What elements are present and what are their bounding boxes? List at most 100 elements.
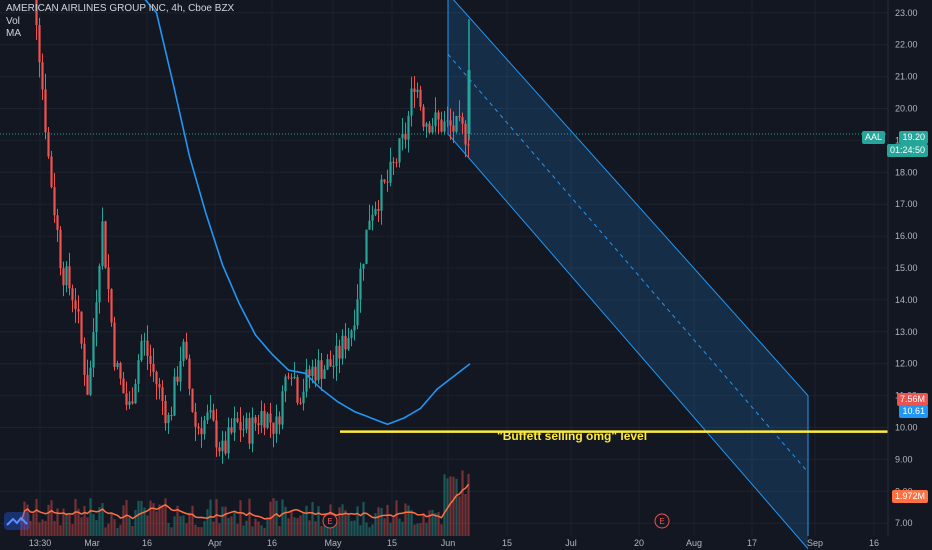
volume-bar bbox=[398, 518, 401, 536]
candle-body bbox=[233, 418, 236, 433]
volume-bar bbox=[374, 513, 377, 536]
candle-body bbox=[62, 268, 65, 286]
volume-bar bbox=[101, 503, 104, 536]
candle-body bbox=[425, 123, 428, 127]
volume-bar bbox=[218, 523, 221, 536]
volume-bar bbox=[185, 523, 188, 536]
time-tick-label: Aug bbox=[686, 538, 702, 548]
candle-body bbox=[371, 214, 374, 221]
volume-bar bbox=[227, 517, 230, 536]
volume-bar bbox=[335, 521, 338, 536]
candle-body bbox=[335, 345, 338, 367]
volume-ma-tag: 1.972M bbox=[891, 490, 928, 503]
candle-body bbox=[299, 402, 302, 404]
volume-bar bbox=[290, 512, 293, 536]
candle-body bbox=[242, 429, 245, 431]
volume-bar bbox=[50, 500, 53, 536]
volume-bar bbox=[458, 496, 461, 536]
volume-bar bbox=[434, 512, 437, 536]
candle-body bbox=[341, 335, 344, 359]
channel-lower bbox=[447, 133, 809, 550]
candle-body bbox=[230, 427, 233, 433]
price-tick-label: 18.00 bbox=[895, 167, 918, 177]
volume-bar bbox=[302, 512, 305, 536]
candle-body bbox=[53, 187, 56, 216]
candle-body bbox=[467, 144, 470, 146]
volume-bar bbox=[194, 524, 197, 536]
candle-body bbox=[110, 289, 113, 323]
volume-bar bbox=[347, 514, 350, 536]
candle-body bbox=[455, 115, 458, 132]
candle-body bbox=[398, 138, 401, 163]
price-tick-label: 17.00 bbox=[895, 199, 918, 209]
candle-body bbox=[317, 360, 320, 381]
volume-bar bbox=[353, 520, 356, 536]
volume-bar bbox=[320, 525, 323, 536]
candle-body bbox=[272, 422, 275, 434]
price-tick-label: 22.00 bbox=[895, 40, 918, 50]
candle-body bbox=[416, 89, 419, 93]
volume-bar bbox=[260, 525, 263, 536]
volume-bar bbox=[143, 507, 146, 536]
candle-body bbox=[251, 417, 254, 444]
volume-bar bbox=[23, 501, 26, 536]
volume-bar bbox=[362, 501, 365, 536]
volume-bar bbox=[182, 515, 185, 536]
candle-body bbox=[404, 133, 407, 140]
time-tick-label: 15 bbox=[502, 538, 512, 548]
volume-bar bbox=[56, 508, 59, 536]
candle-body bbox=[467, 70, 471, 134]
candle-body bbox=[347, 337, 350, 350]
candle-body bbox=[146, 340, 149, 356]
candle-body bbox=[77, 309, 80, 312]
volume-bar bbox=[71, 524, 74, 536]
volume-bar bbox=[443, 474, 446, 536]
candle-body bbox=[308, 369, 311, 376]
candle-body bbox=[203, 420, 206, 435]
volume-bar bbox=[137, 500, 140, 536]
candle-body bbox=[431, 126, 434, 133]
volume-bars bbox=[20, 470, 470, 536]
volume-bar bbox=[251, 526, 254, 536]
volume-bar bbox=[134, 509, 137, 536]
volume-bar bbox=[116, 527, 119, 536]
volume-bar bbox=[122, 505, 125, 536]
volume-bar bbox=[95, 520, 98, 536]
candle-body bbox=[329, 359, 332, 367]
volume-bar bbox=[146, 515, 149, 536]
vol-indicator-label[interactable]: Vol bbox=[6, 16, 20, 27]
time-tick-label: Jul bbox=[565, 538, 577, 548]
volume-bar bbox=[131, 525, 134, 536]
volume-bar bbox=[110, 513, 113, 536]
channel-mid bbox=[447, 53, 809, 473]
tradingview-logo-icon[interactable] bbox=[4, 512, 30, 530]
ma-indicator-label[interactable]: MA bbox=[6, 28, 21, 39]
volume-bar bbox=[248, 498, 251, 536]
channel-upper bbox=[453, 0, 809, 396]
candle-body bbox=[296, 377, 299, 403]
candle-body bbox=[389, 161, 392, 183]
candle-body bbox=[278, 416, 281, 425]
price-tick-label: 10.00 bbox=[895, 423, 918, 433]
volume-bar bbox=[77, 508, 80, 536]
candle-body bbox=[368, 220, 371, 230]
buffett-level-line bbox=[0, 133, 888, 433]
volume-bar bbox=[431, 509, 434, 536]
volume-bar bbox=[212, 521, 215, 536]
candle-body bbox=[437, 112, 440, 120]
candle-body bbox=[212, 410, 215, 421]
candle-body bbox=[83, 343, 86, 375]
price-tick-label: 16.00 bbox=[895, 231, 918, 241]
candle-body bbox=[320, 360, 323, 379]
volume-bar bbox=[155, 511, 158, 536]
symbol-title: AMERICAN AIRLINES GROUP INC, 4h, Cboe BZ… bbox=[6, 3, 235, 14]
candle-body bbox=[374, 209, 377, 215]
candle-body bbox=[386, 181, 389, 183]
volume-bar bbox=[152, 503, 155, 536]
candle-body bbox=[260, 411, 263, 426]
volume-bar bbox=[380, 508, 383, 536]
volume-bar bbox=[98, 507, 101, 536]
candle-body bbox=[107, 267, 110, 290]
volume-bar bbox=[419, 523, 422, 536]
